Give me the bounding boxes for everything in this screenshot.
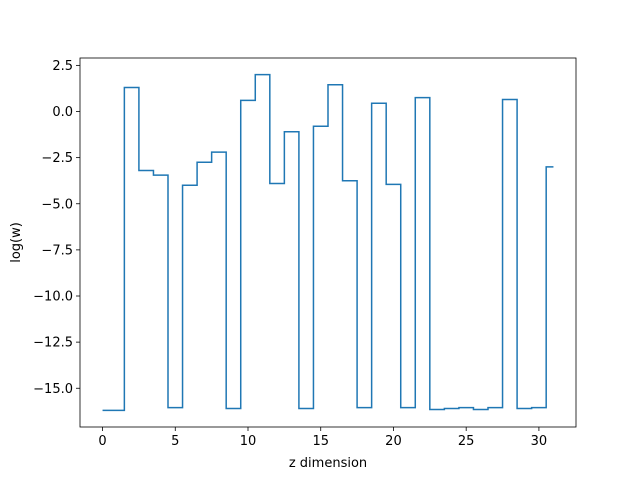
x-tick-label: 25 xyxy=(458,434,475,449)
x-tick-label: 0 xyxy=(98,434,106,449)
plot-area xyxy=(102,73,554,412)
y-tick-label: 0.0 xyxy=(52,105,73,120)
y-tick-label: −7.5 xyxy=(41,243,73,258)
x-tick-label: 10 xyxy=(240,434,257,449)
y-axis-label: log(w) xyxy=(9,222,24,263)
y-tick-label: 2.5 xyxy=(52,59,73,74)
y-axis: 2.5 0.0 −2.5 −5.0 −7.5 −10.0 −12.5 −15.0 xyxy=(33,59,80,397)
y-tick-label: −2.5 xyxy=(41,151,73,166)
x-tick-label: 30 xyxy=(531,434,548,449)
y-tick-label: −10.0 xyxy=(33,290,73,305)
x-tick-label: 15 xyxy=(312,434,329,449)
x-tick-label: 20 xyxy=(385,434,402,449)
y-tick-label: −5.0 xyxy=(41,197,73,212)
x-tick-label: 5 xyxy=(171,434,179,449)
x-axis-label: z dimension xyxy=(289,456,367,471)
y-tick-label: −15.0 xyxy=(33,382,73,397)
series-line xyxy=(102,73,554,412)
x-axis: 0 5 10 15 20 25 30 xyxy=(98,427,547,449)
axes-frame xyxy=(79,57,577,428)
y-tick-label: −12.5 xyxy=(33,336,73,351)
